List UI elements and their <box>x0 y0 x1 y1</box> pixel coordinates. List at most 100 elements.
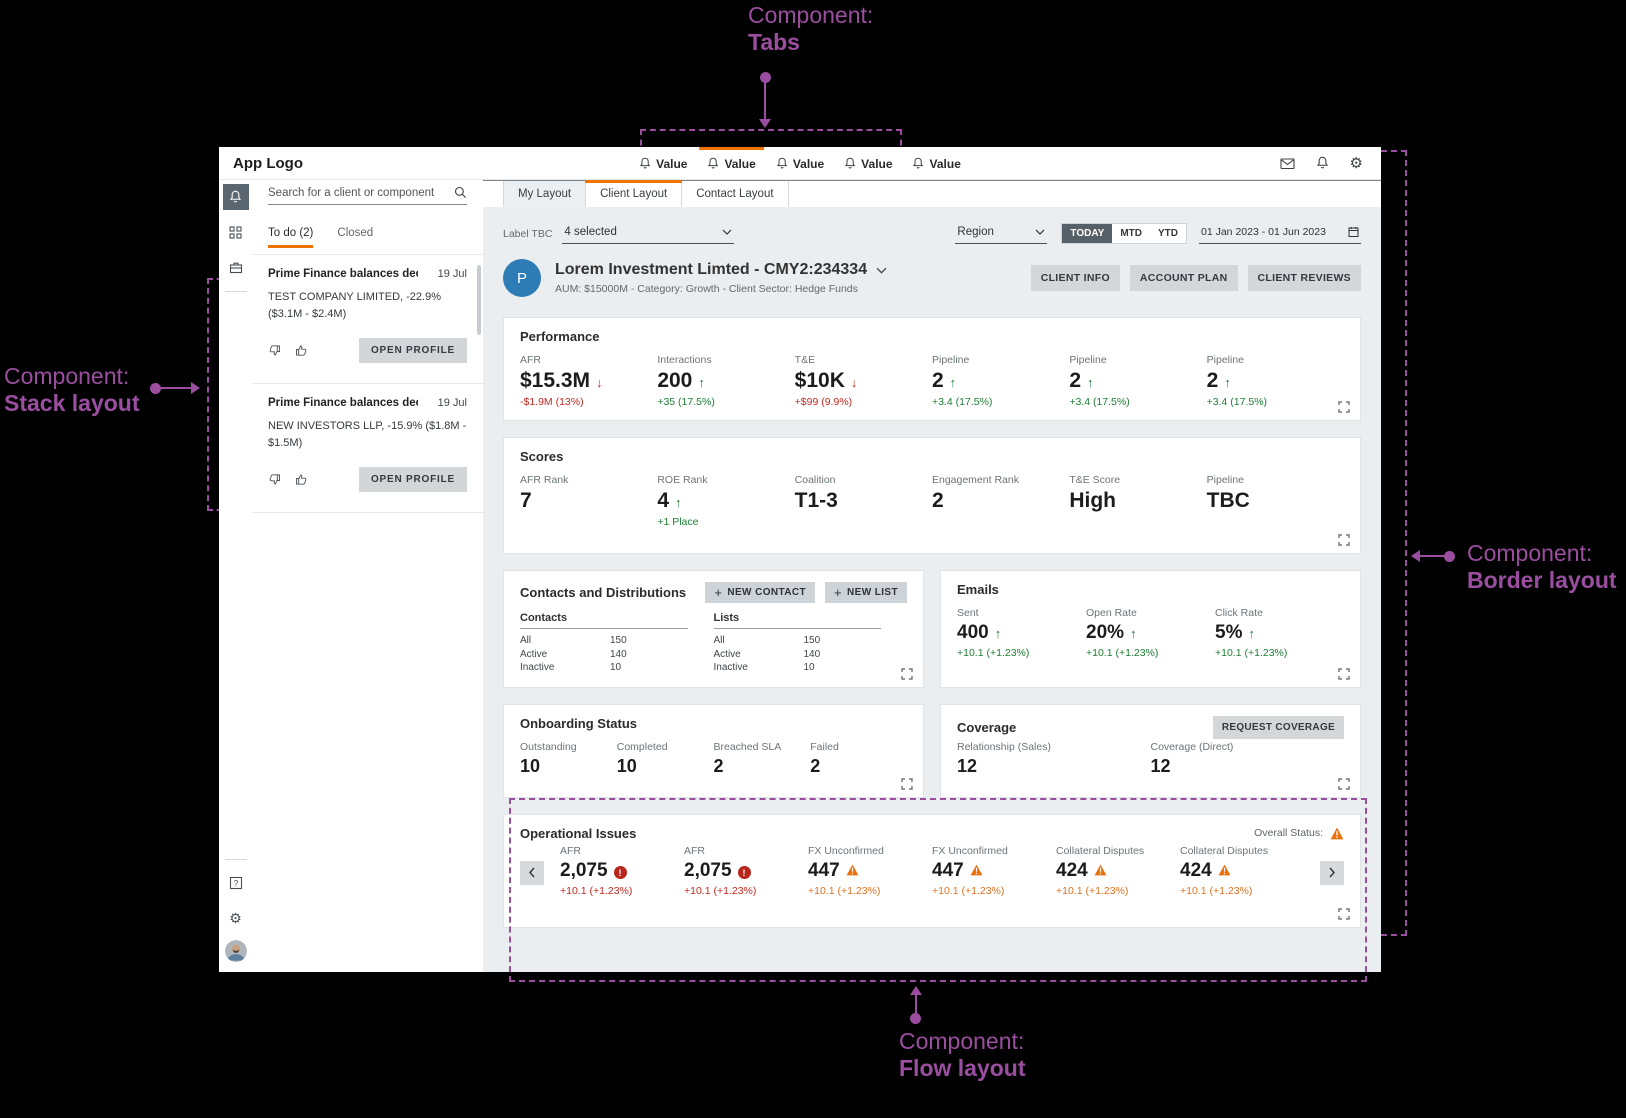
metric-tne-score: T&E Score High <box>1069 474 1121 512</box>
help-icon[interactable]: ? <box>223 870 249 896</box>
rail-notifications-bell-icon[interactable] <box>222 184 249 210</box>
date-range-value: 01 Jan 2023 - 01 Jun 2023 <box>1201 226 1326 238</box>
sidebar-divider <box>252 512 483 514</box>
new-list-button[interactable]: + NEW LIST <box>825 582 907 603</box>
annotation-line <box>159 387 192 389</box>
metric-afr-rank: AFR Rank 7 <box>520 474 569 512</box>
open-profile-button[interactable]: OPEN PROFILE <box>358 467 467 493</box>
tab-closed[interactable]: Closed <box>337 227 374 239</box>
header-tab-value-5[interactable]: Value <box>903 147 971 180</box>
metric-collateral-disputes: Collateral Disputes 424 +10.1 (+1.23%) <box>1180 844 1269 897</box>
metric-afr: AFR $15.3M ↓ -$1.9M (13%) <box>520 354 603 408</box>
error-circle-icon: ! <box>613 866 627 879</box>
bell-icon <box>776 157 788 170</box>
rail-briefcase-icon[interactable] <box>223 254 249 280</box>
tab-my-layout[interactable]: My Layout <box>503 181 587 207</box>
thumbs-down-icon[interactable] <box>268 344 281 357</box>
annotation-line <box>764 82 766 120</box>
account-plan-button[interactable]: ACCOUNT PLAN <box>1129 265 1238 291</box>
expand-icon[interactable] <box>1338 401 1350 413</box>
client-subtitle: AUM: $15000M - Category: Growth - Client… <box>555 283 858 295</box>
thumbs-up-icon[interactable] <box>295 473 308 486</box>
expand-icon[interactable] <box>1338 534 1350 546</box>
arrow-up-icon: ↑ <box>1248 626 1255 641</box>
segment-mtd[interactable]: MTD <box>1120 228 1142 239</box>
contacts-table: Contacts All 150 Active 140 Inactive 10 <box>520 612 688 675</box>
metric-relationship-sales: Relationship (Sales) 12 <box>957 740 1051 776</box>
bell-icon <box>639 157 651 170</box>
annotation-dot <box>760 72 771 83</box>
header-tab-value-2-active[interactable]: Value <box>697 147 765 180</box>
tab-contact-layout[interactable]: Contact Layout <box>682 181 789 207</box>
arrow-up-icon: ↑ <box>1224 375 1231 390</box>
svg-text:?: ? <box>233 878 238 888</box>
header-tab-value-3[interactable]: Value <box>766 147 834 180</box>
client-avatar: P <box>503 259 541 297</box>
arrow-up-icon: ↑ <box>1087 375 1094 390</box>
sidebar-scrollbar[interactable] <box>477 265 481 335</box>
multiselect-dropdown[interactable]: 4 selected <box>562 223 735 244</box>
annotation-arrowhead <box>910 986 922 995</box>
tab-client-layout[interactable]: Client Layout <box>585 180 683 207</box>
table-row: Active 140 <box>713 648 821 660</box>
overall-status-label: Overall Status: <box>1254 827 1323 839</box>
annotation-border: Component: Border layout <box>1467 540 1617 593</box>
date-range-picker[interactable]: 01 Jan 2023 - 01 Jun 2023 <box>1199 223 1361 244</box>
metric-click-rate: Click Rate 5% ↑ +10.1 (+1.23%) <box>1215 607 1288 659</box>
header-tab-value-1[interactable]: Value <box>629 147 697 180</box>
tab-todo[interactable]: To do (2) <box>268 227 314 248</box>
request-coverage-button[interactable]: REQUEST COVERAGE <box>1212 715 1344 739</box>
table-row: All 150 <box>713 635 821 646</box>
gear-icon[interactable]: ⚙ <box>229 909 242 926</box>
next-button[interactable] <box>1320 860 1344 885</box>
lists-table: Lists All 150 Active 140 Inactive 10 <box>713 612 881 675</box>
app-logo: App Logo <box>233 154 303 172</box>
mail-icon[interactable] <box>1279 157 1295 170</box>
search-input[interactable] <box>268 186 454 199</box>
main-scroll-area: Label TBC 4 selected Region TODAY MTD YT… <box>483 207 1381 972</box>
expand-icon[interactable] <box>901 667 913 680</box>
metric-pipeline: Pipeline 2 ↑ +3.4 (17.5%) <box>931 354 993 408</box>
expand-icon[interactable] <box>1338 777 1350 790</box>
client-reviews-button[interactable]: CLIENT REVIEWS <box>1247 265 1361 291</box>
chevron-down-icon[interactable] <box>876 267 887 274</box>
segment-ytd[interactable]: YTD <box>1158 228 1178 239</box>
header-tab-value-4[interactable]: Value <box>834 147 902 180</box>
sidebar-divider <box>252 383 483 385</box>
metric-sent: Sent 400 ↑ +10.1 (+1.23%) <box>957 607 1030 659</box>
card-title: Operational Issues <box>520 825 637 841</box>
annotation-dot <box>150 383 161 394</box>
thumbs-up-icon[interactable] <box>295 344 308 357</box>
expand-icon[interactable] <box>1338 667 1350 680</box>
arrow-up-icon: ↑ <box>994 626 1002 641</box>
header-tab-label: Value <box>656 156 688 171</box>
annotation-line <box>915 994 917 1016</box>
region-dropdown[interactable]: Region <box>955 223 1048 244</box>
client-info-button[interactable]: CLIENT INFO <box>1030 265 1120 291</box>
metric-pipeline: Pipeline 2 ↑ +3.4 (17.5%) <box>1069 354 1130 408</box>
filter-label: Label TBC <box>503 227 553 240</box>
new-contact-button[interactable]: + NEW CONTACT <box>705 582 816 603</box>
prev-button[interactable] <box>520 860 544 885</box>
table-row: Inactive 10 <box>520 662 622 673</box>
metric-outstanding: Outstanding 10 <box>520 740 577 776</box>
annotation-dot <box>1444 551 1455 562</box>
metric-roe-rank: ROE Rank 4 ↑ +1 Place <box>657 474 708 528</box>
notification-card[interactable]: Prime Finance balances declined... 19 Ju… <box>268 255 467 377</box>
expand-icon[interactable] <box>1338 907 1350 920</box>
thumbs-down-icon[interactable] <box>268 473 281 486</box>
metric-failed: Failed 2 <box>810 740 839 776</box>
notification-card[interactable]: Prime Finance balances declined... 19 Ju… <box>268 384 467 506</box>
expand-icon[interactable] <box>901 777 913 790</box>
bell-icon[interactable] <box>1316 156 1329 170</box>
gear-icon[interactable]: ⚙ <box>1349 155 1363 172</box>
rail-grid-icon[interactable] <box>223 219 249 245</box>
card-title: Onboarding Status <box>520 715 637 731</box>
date-range-segment: TODAY MTD YTD <box>1061 223 1187 244</box>
chevron-down-icon <box>1035 229 1045 235</box>
open-profile-button[interactable]: OPEN PROFILE <box>358 338 467 364</box>
segment-today[interactable]: TODAY <box>1062 224 1113 243</box>
search-icon[interactable] <box>454 186 467 199</box>
user-avatar[interactable] <box>224 940 247 962</box>
